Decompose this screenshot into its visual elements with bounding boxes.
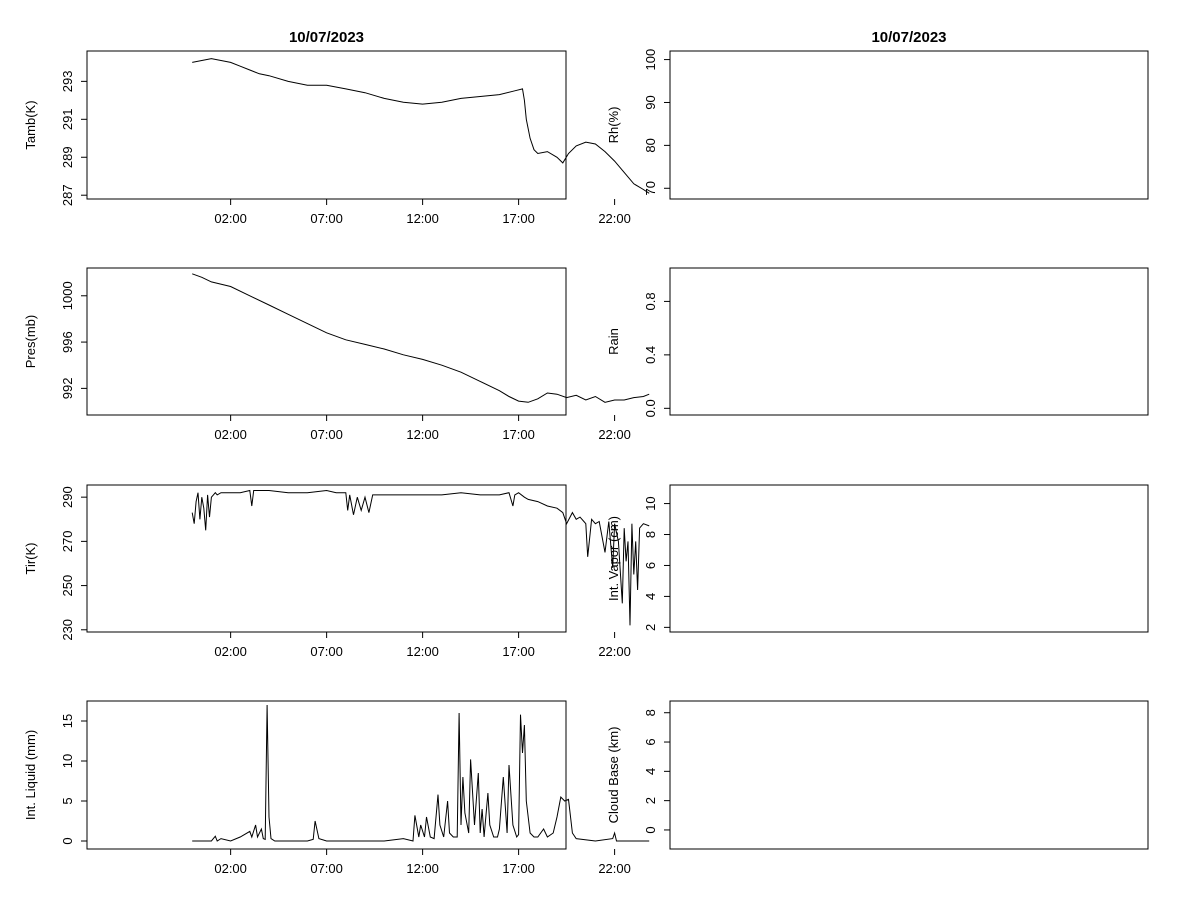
y-tick-label: 992 xyxy=(60,378,75,400)
y-tick-label: 2 xyxy=(643,624,658,631)
y-axis-label: Int. Liquid (mm) xyxy=(23,730,38,820)
x-tick-label: 02:00 xyxy=(214,861,247,876)
series-line-tir xyxy=(191,489,650,626)
y-tick-label: 8 xyxy=(643,531,658,538)
x-tick-label: 12:00 xyxy=(406,427,439,442)
y-tick-label: 4 xyxy=(643,593,658,600)
plot-frame xyxy=(669,700,1149,850)
y-tick-label: 1000 xyxy=(60,281,75,310)
panel-tamb: 10/07/2023 02:00 07:00 12:00 17:00 22:00 287 28… xyxy=(23,29,650,226)
y-axis-label: Rain xyxy=(606,328,621,355)
x-tick-label: 07:00 xyxy=(310,211,343,226)
chart-title: 10/07/2023 xyxy=(289,29,364,46)
y-tick-label: 6 xyxy=(643,562,658,569)
y-axis-label: Int. Vapor (cm) xyxy=(606,516,621,601)
x-tick-label: 22:00 xyxy=(598,211,631,226)
x-tick-label: 17:00 xyxy=(502,644,535,659)
y-tick-label: 8 xyxy=(643,709,658,716)
x-tick-label: 02:00 xyxy=(214,211,247,226)
plot-frame xyxy=(86,700,567,850)
y-tick-label: 287 xyxy=(60,184,75,206)
x-tick-label: 17:00 xyxy=(502,211,535,226)
y-tick-label: 230 xyxy=(60,619,75,641)
x-tick-label: 12:00 xyxy=(406,644,439,659)
y-tick-label: 289 xyxy=(60,146,75,168)
y-axis-label: Pres(mb) xyxy=(23,315,38,368)
panel-pres: 02:00 07:00 12:00 17:00 22:00 992 996 1000 Pres(… xyxy=(23,267,650,442)
y-tick-label: 6 xyxy=(643,738,658,745)
y-tick-label: 15 xyxy=(60,714,75,728)
y-tick-label: 270 xyxy=(60,531,75,553)
y-tick-label: 100 xyxy=(643,49,658,71)
x-tick-label: 17:00 xyxy=(502,861,535,876)
y-axis-label: Tamb(K) xyxy=(23,100,38,149)
x-tick-label: 02:00 xyxy=(214,427,247,442)
plot-frame xyxy=(669,50,1149,200)
x-tick-label: 07:00 xyxy=(310,427,343,442)
y-tick-label: 0 xyxy=(60,837,75,844)
x-tick-label: 12:00 xyxy=(406,211,439,226)
y-tick-label: 0.4 xyxy=(643,346,658,364)
panel-tir: 02:00 07:00 12:00 17:00 22:00 230 250 270 290 Tir… xyxy=(23,484,650,659)
plot-frame xyxy=(86,50,567,200)
series-line-liquid xyxy=(192,704,650,842)
y-tick-label: 70 xyxy=(643,181,658,195)
panel-rh: 10/07/202302:0007:0012:0017:0022:0070809… xyxy=(606,29,1149,200)
x-tick-label: 22:00 xyxy=(598,861,631,876)
y-tick-label: 291 xyxy=(60,108,75,130)
plot-frame xyxy=(669,267,1149,416)
chart-title: 10/07/2023 xyxy=(871,29,946,46)
y-tick-label: 5 xyxy=(60,797,75,804)
y-tick-label: 4 xyxy=(643,768,658,775)
x-tick-label: 07:00 xyxy=(310,861,343,876)
y-tick-label: 2 xyxy=(643,797,658,804)
y-tick-label: 293 xyxy=(60,71,75,93)
x-tick-label: 12:00 xyxy=(406,861,439,876)
x-tick-label: 07:00 xyxy=(310,644,343,659)
series-line-tamb xyxy=(192,58,650,194)
x-tick-label: 17:00 xyxy=(502,427,535,442)
y-tick-label: 10 xyxy=(643,496,658,510)
y-tick-label: 0.8 xyxy=(643,292,658,310)
y-tick-label: 10 xyxy=(60,754,75,768)
plot-frame xyxy=(669,484,1149,633)
y-axis-label: Tir(K) xyxy=(23,542,38,574)
y-tick-label: 0.0 xyxy=(643,399,658,417)
series-line-pres xyxy=(192,273,650,403)
y-axis-label: Rh(%) xyxy=(606,107,621,144)
y-tick-label: 90 xyxy=(643,95,658,109)
y-tick-label: 290 xyxy=(60,486,75,508)
y-axis-label: Cloud Base (km) xyxy=(606,727,621,824)
plot-frame xyxy=(86,267,567,416)
y-tick-label: 996 xyxy=(60,331,75,353)
x-tick-label: 22:00 xyxy=(598,427,631,442)
y-tick-label: 80 xyxy=(643,138,658,152)
y-tick-label: 250 xyxy=(60,575,75,597)
plot-frame xyxy=(86,484,567,633)
x-tick-label: 02:00 xyxy=(214,644,247,659)
panel-liquid: 02:00 07:00 12:00 17:00 22:00 0 5 10 15 Int. Liqu… xyxy=(23,700,650,876)
y-tick-label: 0 xyxy=(643,826,658,833)
x-tick-label: 22:00 xyxy=(598,644,631,659)
